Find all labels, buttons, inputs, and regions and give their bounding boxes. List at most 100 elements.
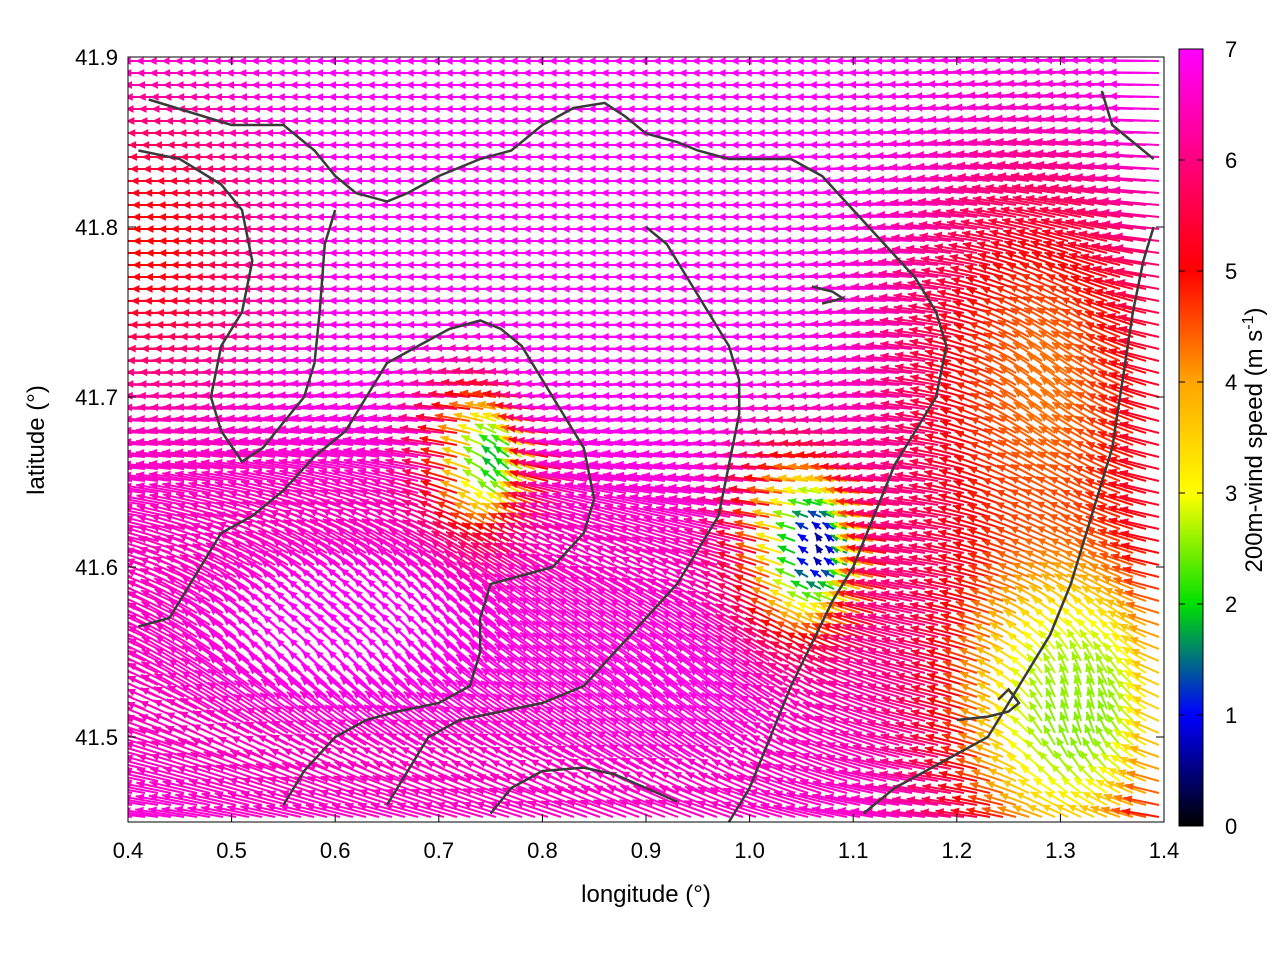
wind-vector-head bbox=[470, 249, 479, 257]
wind-vector-head bbox=[496, 237, 505, 245]
wind-vector-head bbox=[743, 213, 752, 221]
wind-vector-head bbox=[328, 153, 337, 161]
wind-vector-head bbox=[535, 165, 544, 173]
wind-vector-head bbox=[769, 212, 778, 221]
wind-vector-head bbox=[444, 93, 453, 101]
wind-vector-head bbox=[470, 189, 479, 197]
wind-vector-head bbox=[1110, 139, 1119, 148]
wind-vector-head bbox=[678, 57, 687, 65]
wind-vector-head bbox=[112, 93, 120, 101]
wind-vector bbox=[128, 431, 133, 434]
wind-vector-head bbox=[639, 189, 648, 197]
wind-vector-head bbox=[704, 93, 713, 101]
wind-vector-head bbox=[997, 172, 1007, 180]
wind-vector-head bbox=[600, 69, 609, 77]
wind-vector-head bbox=[835, 200, 844, 209]
wind-vector-head bbox=[217, 177, 226, 185]
wind-vector-head bbox=[927, 91, 936, 100]
wind-vector-head bbox=[328, 249, 337, 257]
wind-vector-head bbox=[1095, 68, 1104, 77]
wind-vector-head bbox=[717, 141, 726, 149]
wind-vector-head bbox=[678, 237, 687, 245]
wind-vector-head bbox=[315, 177, 324, 185]
wind-vector-head bbox=[204, 153, 213, 161]
wind-vector-head bbox=[600, 177, 609, 185]
wind-vector-head bbox=[237, 57, 247, 65]
wind-vector bbox=[1108, 71, 1160, 74]
wind-vector-head bbox=[665, 213, 674, 221]
wind-vector-head bbox=[769, 81, 778, 89]
wind-vector-head bbox=[1100, 197, 1109, 205]
wind-vector-head bbox=[340, 105, 349, 113]
wind-vector-head bbox=[181, 177, 190, 185]
wind-vector-head bbox=[266, 249, 275, 257]
wind-vector-head bbox=[890, 210, 899, 219]
wind-vector-head bbox=[835, 212, 845, 220]
wind-vector-head bbox=[509, 153, 518, 161]
wind-vector-head bbox=[110, 69, 118, 77]
wind-vector-head bbox=[1088, 208, 1098, 216]
wind-vector-head bbox=[730, 225, 739, 233]
wind-vector-head bbox=[241, 165, 250, 173]
wind-vector-head bbox=[1111, 186, 1121, 194]
wind-vector-head bbox=[873, 57, 883, 65]
wind-vector-head bbox=[795, 57, 804, 65]
wind-vector-head bbox=[900, 68, 909, 77]
wind-vector-head bbox=[341, 201, 350, 209]
wind-vector-head bbox=[132, 237, 141, 245]
wind-vector-head bbox=[315, 165, 324, 173]
wind-vector-head bbox=[756, 117, 765, 125]
wind-vector-head bbox=[214, 105, 223, 113]
wind-vector-head bbox=[328, 189, 337, 197]
wind-vector-head bbox=[405, 81, 414, 89]
wind-vector-head bbox=[182, 213, 191, 221]
wind-vector-head bbox=[574, 177, 583, 185]
wind-vector-head bbox=[150, 93, 159, 101]
wind-vector-head bbox=[229, 177, 238, 185]
wind-vector-head bbox=[961, 230, 971, 238]
wind-vector-head bbox=[1020, 126, 1030, 135]
wind-vector-head bbox=[289, 105, 298, 113]
wind-vector-head bbox=[190, 117, 199, 125]
wind-vector-head bbox=[848, 152, 857, 161]
wind-vector-head bbox=[665, 69, 674, 77]
wind-vector-head bbox=[587, 69, 596, 77]
wind-vector-head bbox=[1097, 127, 1106, 136]
wind-vector-head bbox=[809, 236, 818, 245]
wind-vector-head bbox=[717, 189, 726, 197]
wind-vector-head bbox=[340, 69, 349, 77]
wind-vector-head bbox=[328, 117, 337, 125]
wind-vector-head bbox=[574, 189, 583, 197]
wind-vector-head bbox=[678, 177, 687, 185]
wind-vector-head bbox=[535, 105, 544, 113]
wind-vector-head bbox=[1111, 174, 1120, 183]
wind-vector-head bbox=[756, 129, 765, 137]
wind-vector-head bbox=[194, 201, 203, 209]
wind-vector-head bbox=[170, 213, 179, 221]
wind-vector-head bbox=[652, 117, 661, 125]
wind-vector-head bbox=[960, 218, 970, 227]
wind-vector-head bbox=[971, 184, 981, 192]
wind-vector-head bbox=[162, 69, 171, 77]
wind-vector-head bbox=[1020, 114, 1029, 123]
wind-vector-head bbox=[1088, 196, 1097, 205]
wind-vector-head bbox=[302, 129, 311, 137]
wind-vector-head bbox=[483, 69, 492, 77]
wind-vector-head bbox=[966, 67, 975, 76]
wind-vector-head bbox=[290, 177, 299, 185]
wind-vector-head bbox=[303, 237, 312, 245]
wind-vector-head bbox=[162, 81, 171, 89]
wind-vector-head bbox=[1099, 173, 1108, 182]
wind-vector-head bbox=[900, 92, 909, 101]
wind-vector-head bbox=[717, 213, 726, 221]
wind-vector-head bbox=[119, 237, 127, 245]
wind-vector-head bbox=[392, 213, 401, 221]
wind-vector-head bbox=[253, 189, 263, 197]
wind-vector-head bbox=[847, 57, 856, 65]
wind-vector-head bbox=[1112, 197, 1121, 206]
wind-vector-head bbox=[1052, 206, 1062, 215]
wind-vector-head bbox=[110, 415, 118, 423]
wind-vector-head bbox=[587, 165, 596, 173]
wind-vector-head bbox=[861, 152, 871, 160]
wind-vector-head bbox=[1083, 80, 1092, 88]
